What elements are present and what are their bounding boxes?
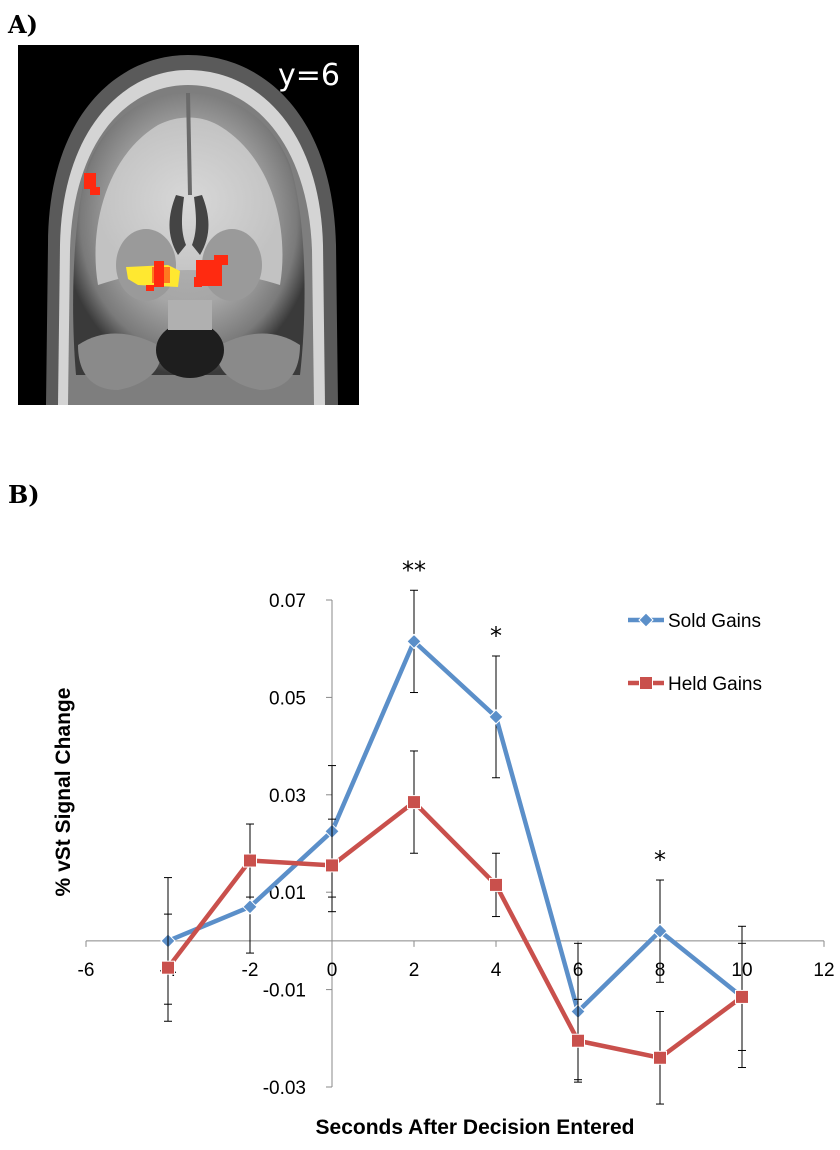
significance-marker: *	[490, 622, 502, 650]
x-tick-label: 12	[813, 960, 834, 981]
data-point	[242, 899, 258, 915]
x-tick-label: 4	[491, 960, 502, 981]
data-point	[571, 1033, 585, 1048]
legend-label: Sold Gains	[668, 611, 761, 632]
slice-label: y=6	[278, 58, 340, 93]
x-tick-label: -2	[242, 960, 259, 981]
data-point	[488, 709, 504, 725]
y-tick-label: -0.03	[263, 1078, 306, 1099]
legend-marker	[639, 676, 653, 690]
x-tick-label: 2	[409, 960, 420, 981]
data-point	[652, 923, 668, 939]
significance-marker: **	[402, 556, 426, 584]
y-tick-label: 0.01	[269, 883, 306, 904]
brain-slice-image: y=6	[18, 45, 359, 405]
x-tick-label: -6	[78, 960, 95, 981]
series-line	[167, 639, 744, 1014]
significance-marker: *	[654, 846, 666, 874]
y-tick-label: -0.01	[263, 981, 306, 1002]
panel-b-label: B)	[8, 480, 40, 509]
data-point	[407, 795, 421, 810]
series-line	[166, 799, 744, 1061]
x-axis-label: Seconds After Decision Entered	[316, 1116, 635, 1139]
data-point	[653, 1050, 667, 1065]
data-point	[406, 633, 422, 650]
series-held-gains	[161, 750, 749, 1105]
y-tick-label: 0.05	[269, 688, 306, 709]
panel-a-label: A)	[8, 10, 38, 39]
legend-marker	[638, 612, 654, 628]
y-tick-label: 0.07	[269, 591, 306, 612]
y-tick-label: 0.03	[269, 786, 306, 807]
data-point	[489, 877, 503, 892]
y-axis-label: % vSt Signal Change	[52, 688, 75, 897]
data-point	[243, 853, 257, 868]
legend-label: Held Gains	[668, 674, 762, 695]
data-point	[735, 989, 749, 1004]
x-tick-label: 0	[327, 960, 338, 981]
series-sold-gains	[160, 589, 750, 1081]
data-point	[161, 960, 175, 975]
data-point	[325, 858, 339, 873]
